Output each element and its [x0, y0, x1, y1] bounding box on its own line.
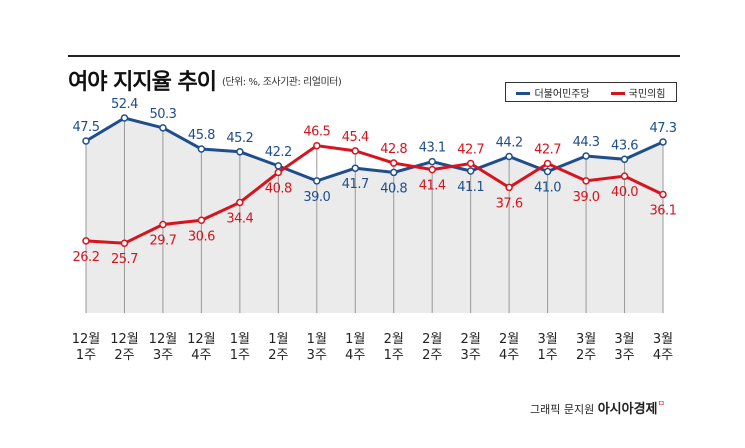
data-label: 43.1: [419, 141, 446, 156]
data-point: [428, 157, 436, 166]
credit: 그래픽 문지원 아시아경제ㅁ: [530, 398, 665, 417]
data-label: 41.7: [342, 177, 369, 192]
x-tick-label: 3월 2주: [576, 332, 596, 363]
credit-text: 그래픽 문지원: [530, 403, 595, 416]
area-fill: [86, 118, 663, 313]
data-point: [582, 152, 590, 160]
data-label: 29.7: [149, 233, 176, 248]
data-point: [582, 177, 590, 185]
data-point: [351, 147, 360, 155]
data-point: [466, 167, 475, 175]
data-label: 43.6: [611, 138, 638, 153]
data-point: [620, 172, 629, 180]
data-label: 30.6: [188, 229, 215, 244]
data-label: 39.0: [573, 190, 600, 205]
data-point: [159, 124, 167, 132]
x-tick-label: 2월 3주: [461, 332, 481, 363]
data-point: [428, 165, 436, 174]
data-label: 42.8: [380, 142, 407, 157]
data-label: 26.2: [73, 250, 100, 265]
data-label: 44.2: [496, 135, 523, 150]
data-point: [543, 167, 552, 176]
data-label: 44.3: [573, 135, 600, 150]
data-label: 40.8: [380, 181, 407, 196]
data-point: [197, 216, 206, 225]
data-label: 45.4: [342, 130, 369, 145]
data-point: [313, 177, 321, 185]
data-label: 42.7: [457, 143, 484, 158]
data-label: 40.8: [265, 181, 292, 196]
data-point: [82, 137, 90, 145]
x-tick-label: 12월 2주: [110, 332, 139, 363]
x-tick-label: 2월 1주: [384, 332, 404, 363]
data-label: 45.2: [226, 131, 253, 146]
data-label: 42.7: [534, 143, 561, 158]
legend-swatch: [610, 92, 625, 95]
data-label: 39.0: [303, 190, 330, 205]
series-line: [85, 116, 664, 183]
legend-swatch: [516, 92, 531, 95]
data-label: 45.8: [188, 128, 215, 143]
chart-subtitle: (단위: %, 조사기관: 리얼미터): [222, 77, 342, 88]
data-point: [505, 183, 513, 192]
x-tick-label: 1월 2주: [268, 332, 288, 363]
x-tick-label: 12월 3주: [149, 332, 178, 363]
data-label: 50.3: [149, 107, 176, 122]
x-tick-label: 2월 4주: [499, 332, 519, 363]
data-label: 34.4: [226, 211, 253, 226]
brand-logo: 아시아경제: [597, 402, 658, 417]
data-point: [466, 159, 475, 168]
x-tick-label: 3월 1주: [537, 332, 557, 363]
x-tick-label: 3월 3주: [614, 332, 634, 363]
data-point: [274, 162, 283, 170]
data-label: 52.4: [111, 97, 138, 112]
data-point: [82, 237, 90, 245]
data-label: 25.7: [111, 252, 138, 267]
data-label: 46.5: [303, 125, 330, 140]
legend-label: 더불어민주당: [534, 88, 590, 100]
data-label: 40.0: [611, 185, 638, 200]
data-point: [389, 168, 398, 177]
data-label: 47.5: [73, 120, 100, 135]
data-point: [274, 168, 283, 177]
data-point: [659, 190, 667, 199]
x-tick-label: 3월 4주: [653, 332, 673, 363]
data-point: [120, 239, 129, 247]
data-point: [313, 141, 321, 150]
data-point: [236, 148, 244, 156]
x-tick-label: 1월 3주: [307, 332, 327, 363]
brand-mark-icon: ㅁ: [657, 399, 665, 408]
x-tick-label: 1월 4주: [345, 332, 365, 363]
series-line: [85, 144, 664, 245]
data-point: [389, 159, 398, 167]
data-point: [197, 145, 206, 153]
data-label: 36.1: [650, 203, 677, 218]
chart-title: 여야 지지율 추이: [68, 70, 217, 95]
data-point: [620, 155, 629, 164]
data-label: 37.6: [496, 196, 523, 211]
data-label: 42.2: [265, 145, 292, 160]
x-tick-label: 1월 1주: [230, 332, 250, 363]
data-point: [543, 159, 552, 168]
data-point: [159, 220, 167, 229]
x-tick-label: 2월 2주: [422, 332, 442, 363]
top-rule: [68, 55, 680, 57]
legend-item-democratic: 더불어민주당: [516, 85, 590, 100]
data-label: 41.1: [457, 180, 484, 195]
data-point: [505, 152, 513, 161]
legend-label: 국민의힘: [628, 88, 666, 100]
data-point: [659, 138, 667, 146]
data-label: 47.3: [650, 121, 677, 136]
x-tick-label: 12월 1주: [72, 332, 101, 363]
legend-item-ppp: 국민의힘: [610, 85, 666, 100]
data-point: [351, 164, 360, 172]
data-label: 41.4: [419, 179, 446, 194]
data-point: [236, 198, 244, 207]
data-label: 41.0: [534, 180, 561, 195]
legend: 더불어민주당 국민의힘: [505, 82, 677, 102]
data-point: [120, 114, 129, 122]
x-tick-label: 12월 4주: [187, 332, 216, 363]
